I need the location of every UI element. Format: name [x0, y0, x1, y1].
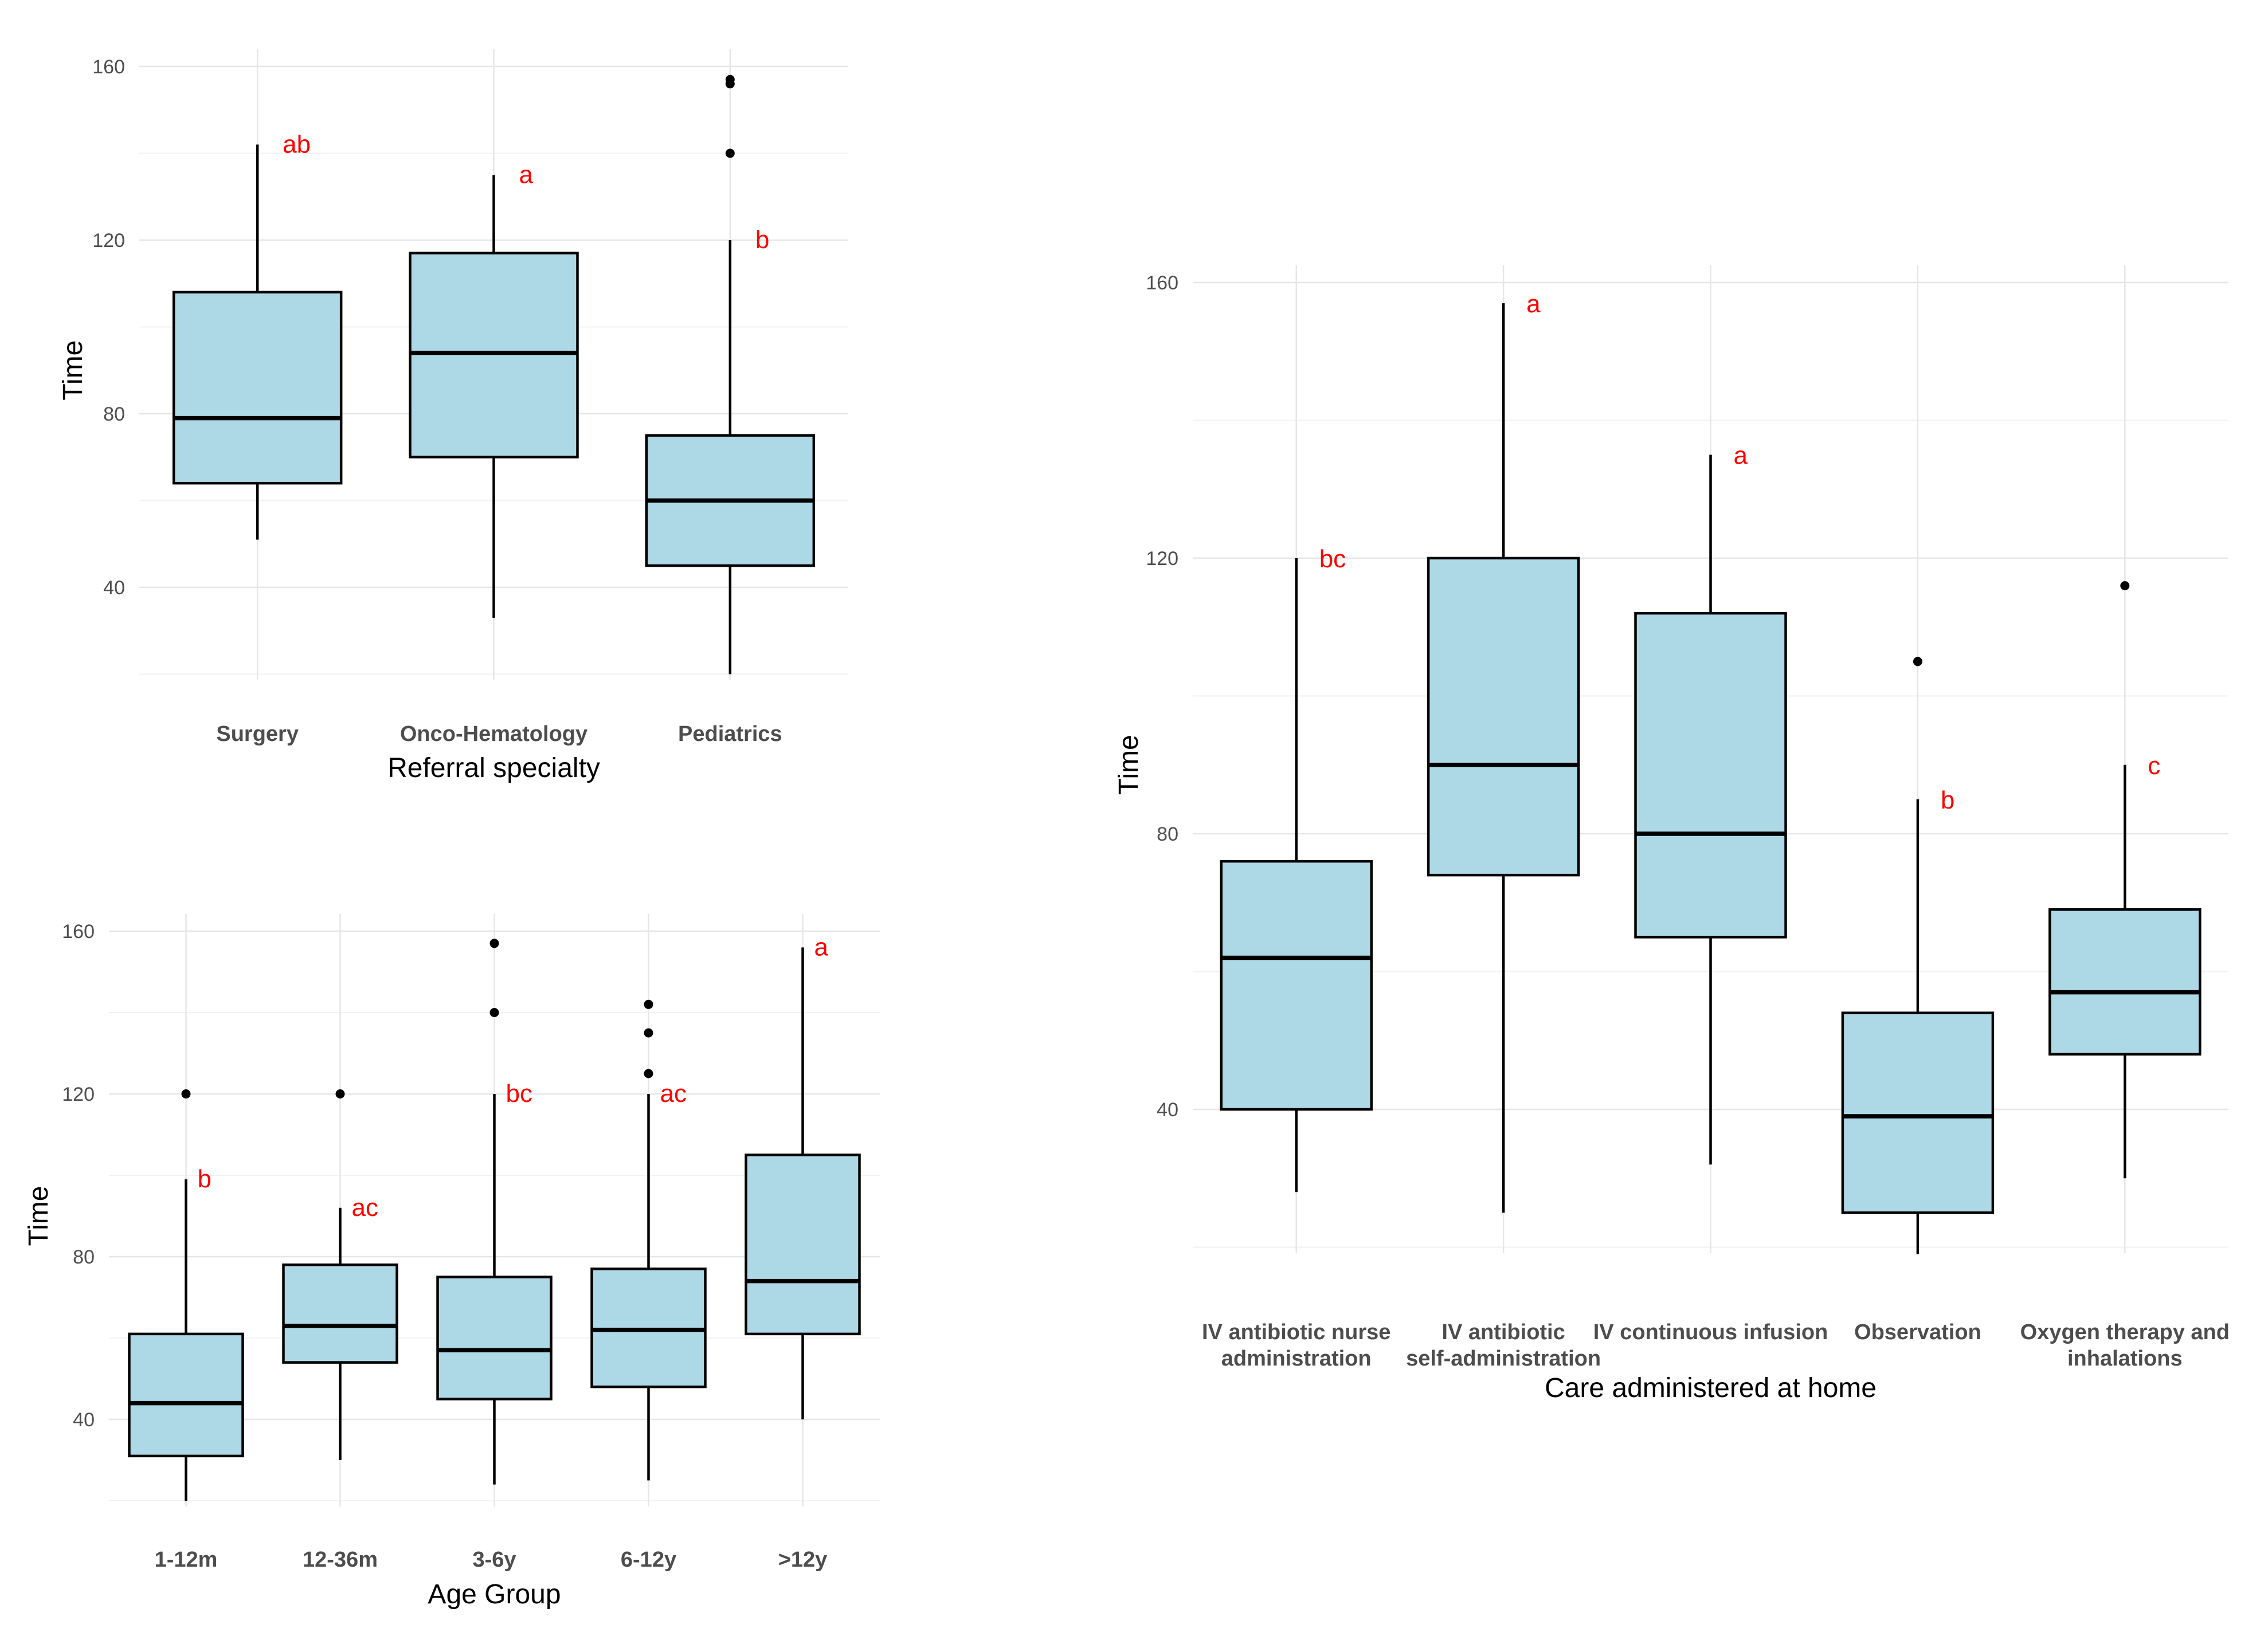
- significance-letter: c: [2148, 752, 2160, 780]
- box-0: b: [128, 1089, 244, 1501]
- x-tick-label: IV continuous infusion: [1593, 1320, 1828, 1344]
- y-axis-title: Time: [23, 1186, 54, 1246]
- x-axis-title: Care administered at home: [1545, 1373, 1877, 1403]
- iqr-box: [436, 1276, 553, 1400]
- box-1: ac: [282, 1089, 398, 1460]
- significance-letter: b: [1941, 786, 1954, 814]
- x-tick-label: IV antibiotic nurse administration: [1202, 1320, 1390, 1371]
- significance-letter: a: [519, 160, 534, 189]
- box-2: a: [1634, 442, 1787, 1165]
- significance-letter: ac: [660, 1080, 687, 1108]
- box-1: a: [1427, 290, 1580, 1213]
- box-1: a: [409, 160, 579, 618]
- outlier-point: [644, 1069, 653, 1078]
- iqr-box: [172, 291, 343, 485]
- x-tick-label: 6-12y: [621, 1548, 676, 1572]
- outlier-point: [644, 999, 653, 1009]
- y-axis-title: Time: [1114, 735, 1144, 795]
- chart-age: 40 80 120 160 b ac bc ac a 1-12m 12-36m 3-6y 6-12y >1…: [23, 914, 880, 1610]
- box-3: ac: [590, 999, 707, 1481]
- iqr-box: [1220, 860, 1373, 1111]
- y-tick-label: 80: [1157, 823, 1178, 845]
- outlier-point: [489, 939, 499, 948]
- box-4: a: [745, 933, 861, 1419]
- significance-letter: b: [755, 226, 769, 254]
- y-tick-label: 160: [62, 921, 95, 943]
- y-tick-label: 80: [103, 403, 125, 425]
- x-axis-title: Referral specialty: [387, 753, 600, 783]
- y-tick-label: 120: [1146, 548, 1178, 570]
- iqr-box: [745, 1154, 861, 1336]
- x-tick-label: >12y: [778, 1548, 828, 1572]
- significance-letter: ab: [283, 130, 311, 158]
- box-0: bc: [1220, 545, 1373, 1192]
- box-0: ab: [172, 130, 343, 540]
- y-tick-label: 120: [92, 230, 125, 252]
- iqr-box: [2048, 908, 2202, 1056]
- box-4: c: [2048, 581, 2202, 1179]
- iqr-box: [1427, 556, 1580, 877]
- significance-letter: a: [1734, 442, 1748, 470]
- iqr-box: [1634, 611, 1787, 939]
- outlier-point: [725, 148, 735, 158]
- iqr-box: [282, 1263, 398, 1364]
- y-tick-label: 120: [62, 1084, 95, 1105]
- significance-letter: bc: [1319, 545, 1346, 573]
- outlier-point: [2120, 581, 2130, 591]
- x-tick-label: 3-6y: [472, 1548, 516, 1572]
- outlier-point: [335, 1089, 345, 1098]
- x-axis-title: Age Group: [428, 1579, 561, 1610]
- y-axis-title: Time: [58, 340, 88, 401]
- y-tick-label: 40: [73, 1409, 95, 1431]
- significance-letter: bc: [506, 1080, 532, 1108]
- x-tick-label: IV antibiotic self-administration: [1406, 1320, 1601, 1371]
- iqr-box: [409, 252, 579, 458]
- significance-letter: b: [198, 1165, 211, 1193]
- y-tick-label: 160: [1146, 272, 1178, 294]
- outlier-point: [644, 1028, 653, 1038]
- iqr-box: [128, 1332, 244, 1458]
- box-3: b: [1841, 657, 1995, 1254]
- box-2: bc: [436, 939, 553, 1485]
- significance-letter: ac: [352, 1194, 378, 1222]
- x-tick-label: 1-12m: [155, 1548, 218, 1572]
- x-tick-label: Onco-Hematology: [400, 722, 587, 746]
- x-tick-label: Oxygen therapy and inhalations: [2020, 1320, 2230, 1371]
- y-tick-label: 40: [103, 577, 125, 599]
- x-tick-label: 12-36m: [303, 1548, 378, 1572]
- box-2: b: [645, 74, 816, 674]
- x-tick-label: Surgery: [216, 722, 299, 746]
- significance-letter: a: [1526, 290, 1541, 318]
- y-tick-label: 160: [92, 56, 125, 78]
- y-tick-label: 80: [73, 1246, 95, 1268]
- outlier-point: [1913, 657, 1922, 666]
- outlier-point: [181, 1089, 191, 1098]
- outlier-point: [725, 74, 735, 84]
- outlier-point: [489, 1008, 499, 1017]
- x-tick-label: Pediatrics: [678, 722, 782, 746]
- significance-letter: a: [814, 933, 829, 961]
- x-tick-label: Observation: [1854, 1320, 1981, 1344]
- iqr-box: [1841, 1011, 1995, 1214]
- y-tick-label: 40: [1157, 1099, 1178, 1121]
